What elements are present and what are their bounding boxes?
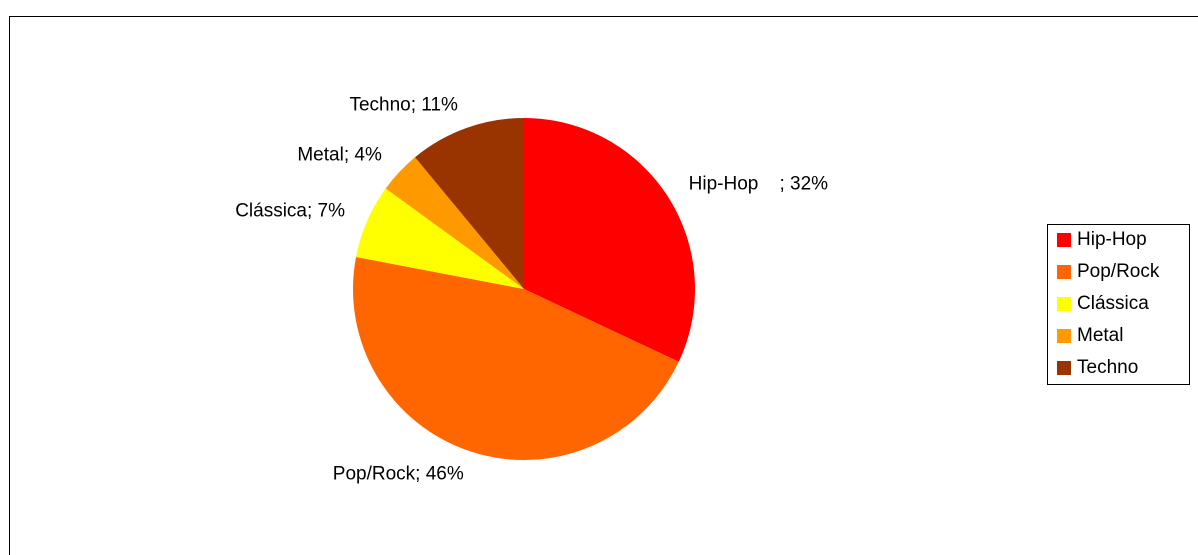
data-label: Pop/Rock; 46% xyxy=(333,463,464,484)
pie-slice xyxy=(353,256,679,460)
legend-label: Techno xyxy=(1077,357,1138,378)
legend-swatch xyxy=(1057,297,1071,311)
legend-label: Metal xyxy=(1077,325,1123,346)
pie-slice xyxy=(356,188,524,289)
pie-slice xyxy=(385,157,524,289)
pie-slice xyxy=(524,118,695,362)
legend-swatch xyxy=(1057,329,1071,343)
pie-slice xyxy=(415,118,524,289)
legend-label: Hip-Hop xyxy=(1077,229,1147,250)
legend-swatch xyxy=(1057,233,1071,247)
data-label: Hip-Hop ; 32% xyxy=(689,174,828,195)
data-label: Techno; 11% xyxy=(349,95,458,116)
data-label: Metal; 4% xyxy=(297,145,382,166)
legend-swatch xyxy=(1057,361,1071,375)
legend-label: Clássica xyxy=(1077,293,1149,314)
data-label: Clássica; 7% xyxy=(235,201,345,222)
legend-label: Pop/Rock xyxy=(1077,261,1160,282)
legend-swatch xyxy=(1057,265,1071,279)
legend-box xyxy=(1047,224,1190,385)
